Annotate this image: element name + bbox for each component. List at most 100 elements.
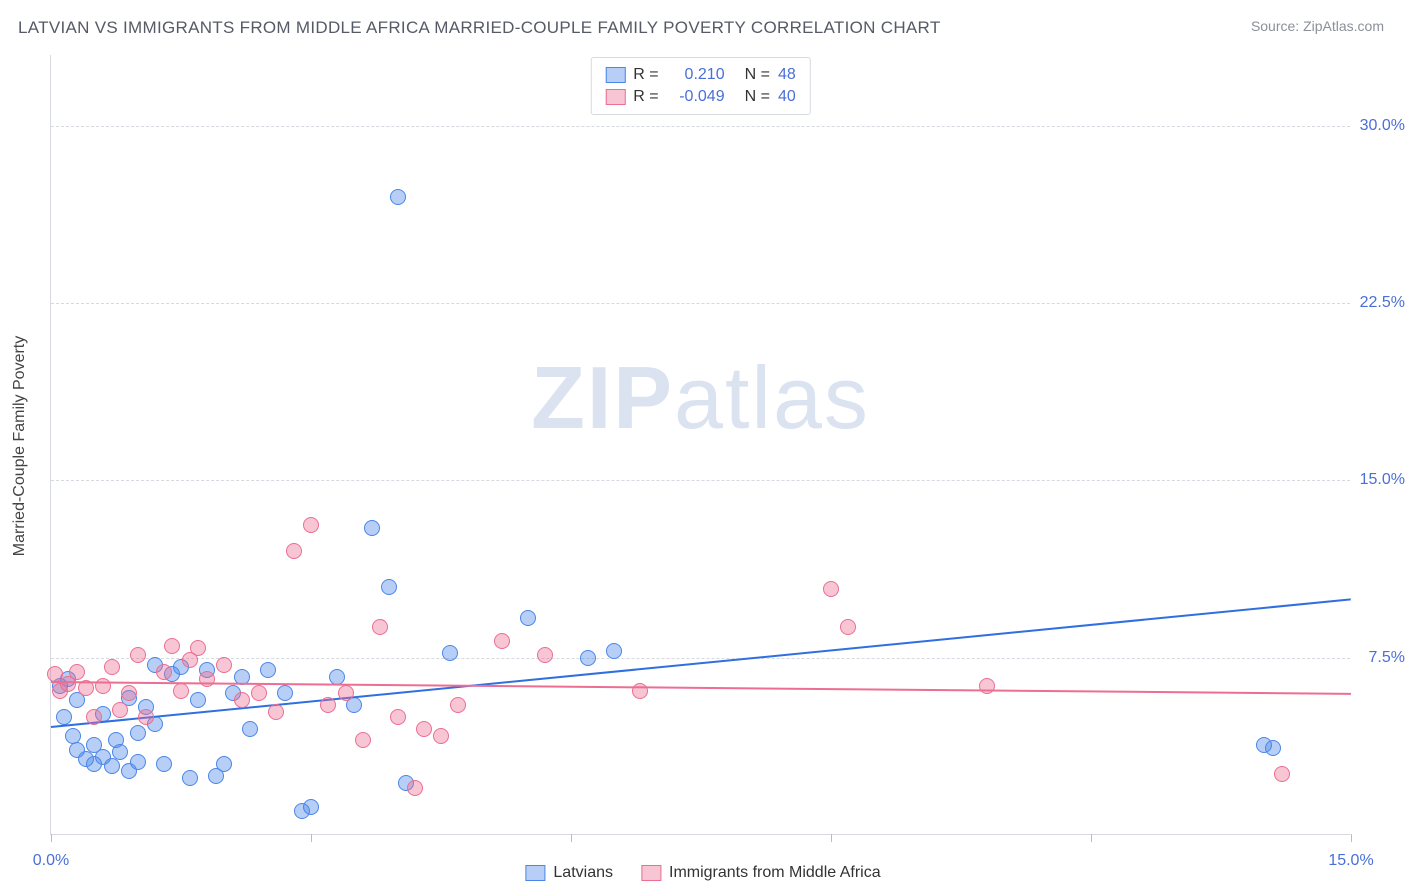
scatter-point-immigrants	[138, 709, 154, 725]
legend-row-immigrants: R = -0.049 N = 40	[605, 86, 795, 108]
x-tick	[1351, 834, 1352, 842]
chart-container: LATVIAN VS IMMIGRANTS FROM MIDDLE AFRICA…	[0, 0, 1406, 892]
x-tick	[311, 834, 312, 842]
scatter-point-latvians	[260, 662, 276, 678]
scatter-point-latvians	[390, 189, 406, 205]
scatter-point-immigrants	[1274, 766, 1290, 782]
scatter-point-immigrants	[416, 721, 432, 737]
gridline	[51, 303, 1350, 304]
scatter-point-immigrants	[130, 647, 146, 663]
watermark-light: atlas	[674, 348, 870, 447]
regression-line-latvians	[51, 599, 1351, 729]
scatter-point-immigrants	[251, 685, 267, 701]
x-tick	[1091, 834, 1092, 842]
legend-row-latvians: R = 0.210 N = 48	[605, 64, 795, 86]
scatter-point-immigrants	[104, 659, 120, 675]
legend-label: Latvians	[553, 864, 613, 882]
bottom-legend-item-latvians: Latvians	[525, 864, 613, 882]
scatter-point-latvians	[242, 721, 258, 737]
scatter-point-immigrants	[355, 732, 371, 748]
scatter-point-immigrants	[268, 704, 284, 720]
scatter-point-latvians	[182, 770, 198, 786]
scatter-point-latvians	[364, 520, 380, 536]
scatter-point-latvians	[130, 725, 146, 741]
gridline	[51, 480, 1350, 481]
scatter-point-latvians	[580, 650, 596, 666]
scatter-point-latvians	[1265, 740, 1281, 756]
r-value: -0.049	[667, 88, 725, 106]
n-value: 40	[778, 88, 796, 106]
gridline	[51, 658, 1350, 659]
watermark: ZIPatlas	[531, 347, 870, 449]
scatter-point-latvians	[442, 645, 458, 661]
scatter-point-immigrants	[199, 671, 215, 687]
legend-swatch	[605, 89, 625, 105]
legend-swatch	[525, 865, 545, 881]
scatter-point-immigrants	[86, 709, 102, 725]
scatter-point-immigrants	[156, 664, 172, 680]
scatter-point-latvians	[112, 744, 128, 760]
scatter-point-immigrants	[190, 640, 206, 656]
scatter-point-latvians	[156, 756, 172, 772]
legend-swatch	[605, 67, 625, 83]
x-tick	[571, 834, 572, 842]
y-tick-label: 30.0%	[1360, 117, 1405, 135]
correlation-legend: R = 0.210 N = 48 R = -0.049 N = 40	[590, 57, 810, 115]
x-tick	[51, 834, 52, 842]
scatter-point-immigrants	[840, 619, 856, 635]
scatter-point-latvians	[104, 758, 120, 774]
scatter-point-immigrants	[494, 633, 510, 649]
scatter-point-latvians	[216, 756, 232, 772]
scatter-point-latvians	[606, 643, 622, 659]
scatter-point-immigrants	[69, 664, 85, 680]
bottom-legend: Latvians Immigrants from Middle Africa	[525, 864, 880, 882]
source-attribution: Source: ZipAtlas.com	[1251, 18, 1384, 34]
scatter-point-immigrants	[164, 638, 180, 654]
watermark-bold: ZIP	[531, 348, 674, 447]
y-axis-label: Married-Couple Family Poverty	[11, 336, 29, 557]
scatter-point-immigrants	[407, 780, 423, 796]
bottom-legend-item-immigrants: Immigrants from Middle Africa	[641, 864, 881, 882]
scatter-point-immigrants	[372, 619, 388, 635]
plot-area: ZIPatlas 7.5%15.0%22.5%30.0%0.0%15.0%R =…	[50, 55, 1350, 835]
source-prefix: Source:	[1251, 18, 1303, 34]
scatter-point-latvians	[520, 610, 536, 626]
scatter-point-immigrants	[537, 647, 553, 663]
scatter-point-immigrants	[632, 683, 648, 699]
scatter-point-immigrants	[286, 543, 302, 559]
source-name: ZipAtlas.com	[1303, 18, 1384, 34]
r-label: R =	[633, 88, 658, 106]
n-label: N =	[745, 66, 770, 84]
r-label: R =	[633, 66, 658, 84]
scatter-point-immigrants	[216, 657, 232, 673]
y-tick-label: 22.5%	[1360, 294, 1405, 312]
scatter-point-immigrants	[979, 678, 995, 694]
scatter-point-immigrants	[338, 685, 354, 701]
scatter-point-latvians	[130, 754, 146, 770]
gridline	[51, 126, 1350, 127]
r-value: 0.210	[667, 66, 725, 84]
scatter-point-latvians	[277, 685, 293, 701]
scatter-point-immigrants	[390, 709, 406, 725]
scatter-point-latvians	[329, 669, 345, 685]
scatter-point-latvians	[56, 709, 72, 725]
scatter-point-immigrants	[433, 728, 449, 744]
scatter-point-immigrants	[234, 692, 250, 708]
x-tick-label-right: 15.0%	[1328, 852, 1373, 870]
legend-swatch	[641, 865, 661, 881]
scatter-point-latvians	[381, 579, 397, 595]
scatter-point-immigrants	[121, 685, 137, 701]
scatter-point-latvians	[303, 799, 319, 815]
scatter-point-latvians	[190, 692, 206, 708]
legend-label: Immigrants from Middle Africa	[669, 864, 881, 882]
scatter-point-immigrants	[303, 517, 319, 533]
chart-title: LATVIAN VS IMMIGRANTS FROM MIDDLE AFRICA…	[18, 18, 941, 38]
scatter-point-immigrants	[173, 683, 189, 699]
scatter-point-immigrants	[112, 702, 128, 718]
scatter-point-immigrants	[320, 697, 336, 713]
y-tick-label: 15.0%	[1360, 471, 1405, 489]
x-tick-label-left: 0.0%	[33, 852, 69, 870]
y-tick-label: 7.5%	[1369, 649, 1405, 667]
n-label: N =	[745, 88, 770, 106]
n-value: 48	[778, 66, 796, 84]
